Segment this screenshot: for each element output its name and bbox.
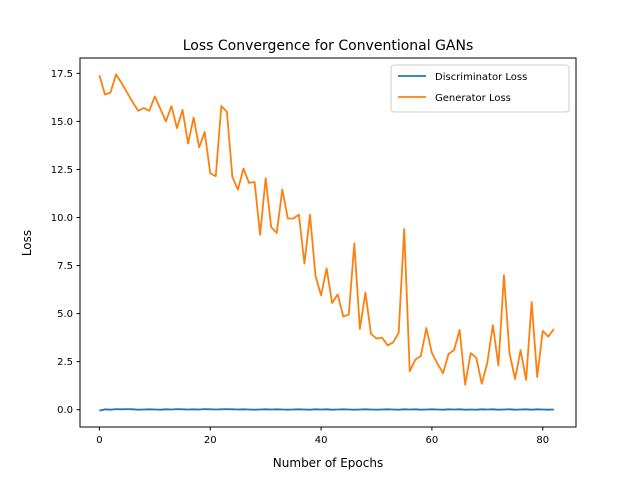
plot-area xyxy=(79,57,577,428)
series-lines xyxy=(98,73,555,412)
y-tick-label: 0.0 xyxy=(57,405,73,416)
legend-label-generator: Generator Loss xyxy=(435,93,511,104)
legend-label-discriminator: Discriminator Loss xyxy=(435,72,527,83)
x-tick-label: 40 xyxy=(315,435,328,446)
legend-box xyxy=(390,64,570,113)
y-tick-label: 2.5 xyxy=(57,357,73,368)
chart-title: Loss Convergence for Conventional GANs xyxy=(183,38,474,54)
y-axis-ticks: 0.0 2.5 5.0 7.5 10.0 12.5 15.0 17.5 xyxy=(51,69,80,416)
y-tick-label: 17.5 xyxy=(51,69,73,80)
y-axis-label: Loss xyxy=(20,230,34,256)
x-tick-label: 20 xyxy=(204,435,217,446)
x-tick-label: 80 xyxy=(536,435,549,446)
y-tick-label: 10.0 xyxy=(51,213,73,224)
series-line-discriminator-loss xyxy=(99,408,554,412)
x-axis-label: Number of Epochs xyxy=(273,456,383,470)
x-tick-label: 60 xyxy=(426,435,439,446)
y-tick-label: 5.0 xyxy=(57,309,73,320)
y-tick-label: 15.0 xyxy=(51,117,73,128)
x-tick-label: 0 xyxy=(96,435,102,446)
legend: Discriminator Loss Generator Loss xyxy=(390,64,570,113)
y-tick-label: 7.5 xyxy=(57,261,73,272)
series-line-generator-loss xyxy=(98,73,555,386)
axes-frame xyxy=(79,57,577,428)
x-axis-ticks: 0 20 40 60 80 xyxy=(96,427,549,446)
y-tick-label: 12.5 xyxy=(51,165,73,176)
